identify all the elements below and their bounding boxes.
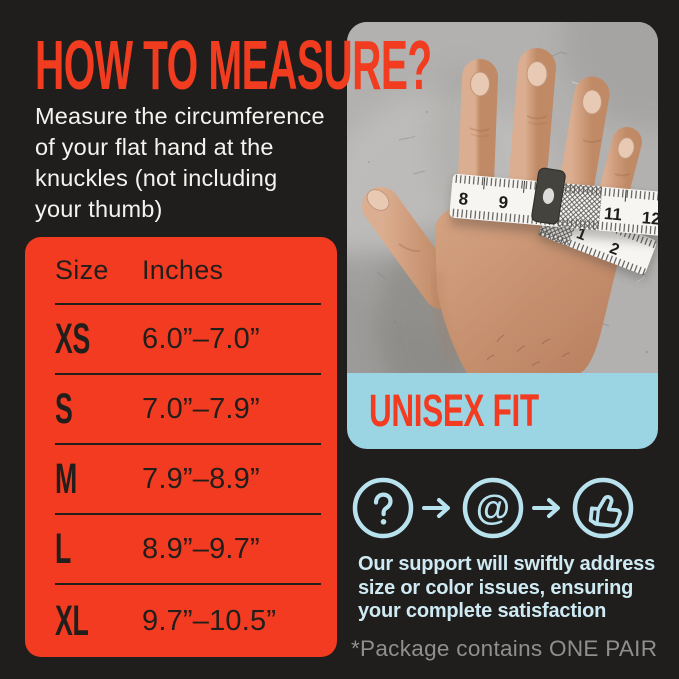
inches-cell: 7.0”–7.9” [142,392,260,425]
tape-number: 9 [498,193,509,213]
arrow-right-icon [422,498,450,518]
table-row: S 7.0”–7.9” [55,375,321,445]
page-title: HOW TO MEASURE? [35,26,432,104]
size-cell: L [55,524,71,573]
at-symbol: @ [476,489,510,528]
size-cell: S [55,384,73,433]
table-row: XS 6.0”–7.0” [55,305,321,375]
unisex-fit-label: UNISEX FIT [369,385,539,436]
inches-cell: 7.9”–8.9” [142,462,260,495]
tape-number: 11 [603,204,623,224]
measuring-tape: 1 2 8 9 [449,167,658,281]
unisex-fit-panel: UNISEX FIT [347,373,658,449]
tape-number: 8 [458,189,469,209]
arrow-right-icon [532,498,560,518]
support-flow-icons: @ [351,476,635,540]
table-row: L 8.9”–9.7” [55,515,321,585]
at-icon: @ [462,477,524,539]
support-text: Our support will swiftly address size or… [358,553,655,622]
inches-cell: 8.9”–9.7” [142,532,260,565]
table-row: XL 9.7”–10.5” [55,585,321,657]
tape-clip [531,167,566,225]
package-note: *Package contains ONE PAIR [351,636,658,661]
table-row: M 7.9”–8.9” [55,445,321,515]
measure-photo-card: 1 2 8 9 [347,22,658,449]
size-cell: XL [55,596,89,645]
thumbs-up-icon [572,477,634,539]
size-table: Size Inches XS 6.0”–7.0” S 7.0”–7.9” M 7… [25,237,337,657]
hand-photo: 1 2 8 9 [347,22,658,373]
column-header-size: Size [55,254,109,285]
tape-number: 12 [641,208,658,229]
intro-text: Measure the circumference of your flat h… [35,103,325,222]
size-cell: M [55,454,77,503]
size-table-header: Size Inches [55,237,321,305]
hand-with-tape-illustration: 1 2 8 9 [347,22,658,373]
inches-cell: 6.0”–7.0” [142,322,260,355]
size-cell: XS [55,314,90,363]
question-icon [352,477,414,539]
inches-cell: 9.7”–10.5” [142,604,277,637]
column-header-inches: Inches [142,254,224,285]
